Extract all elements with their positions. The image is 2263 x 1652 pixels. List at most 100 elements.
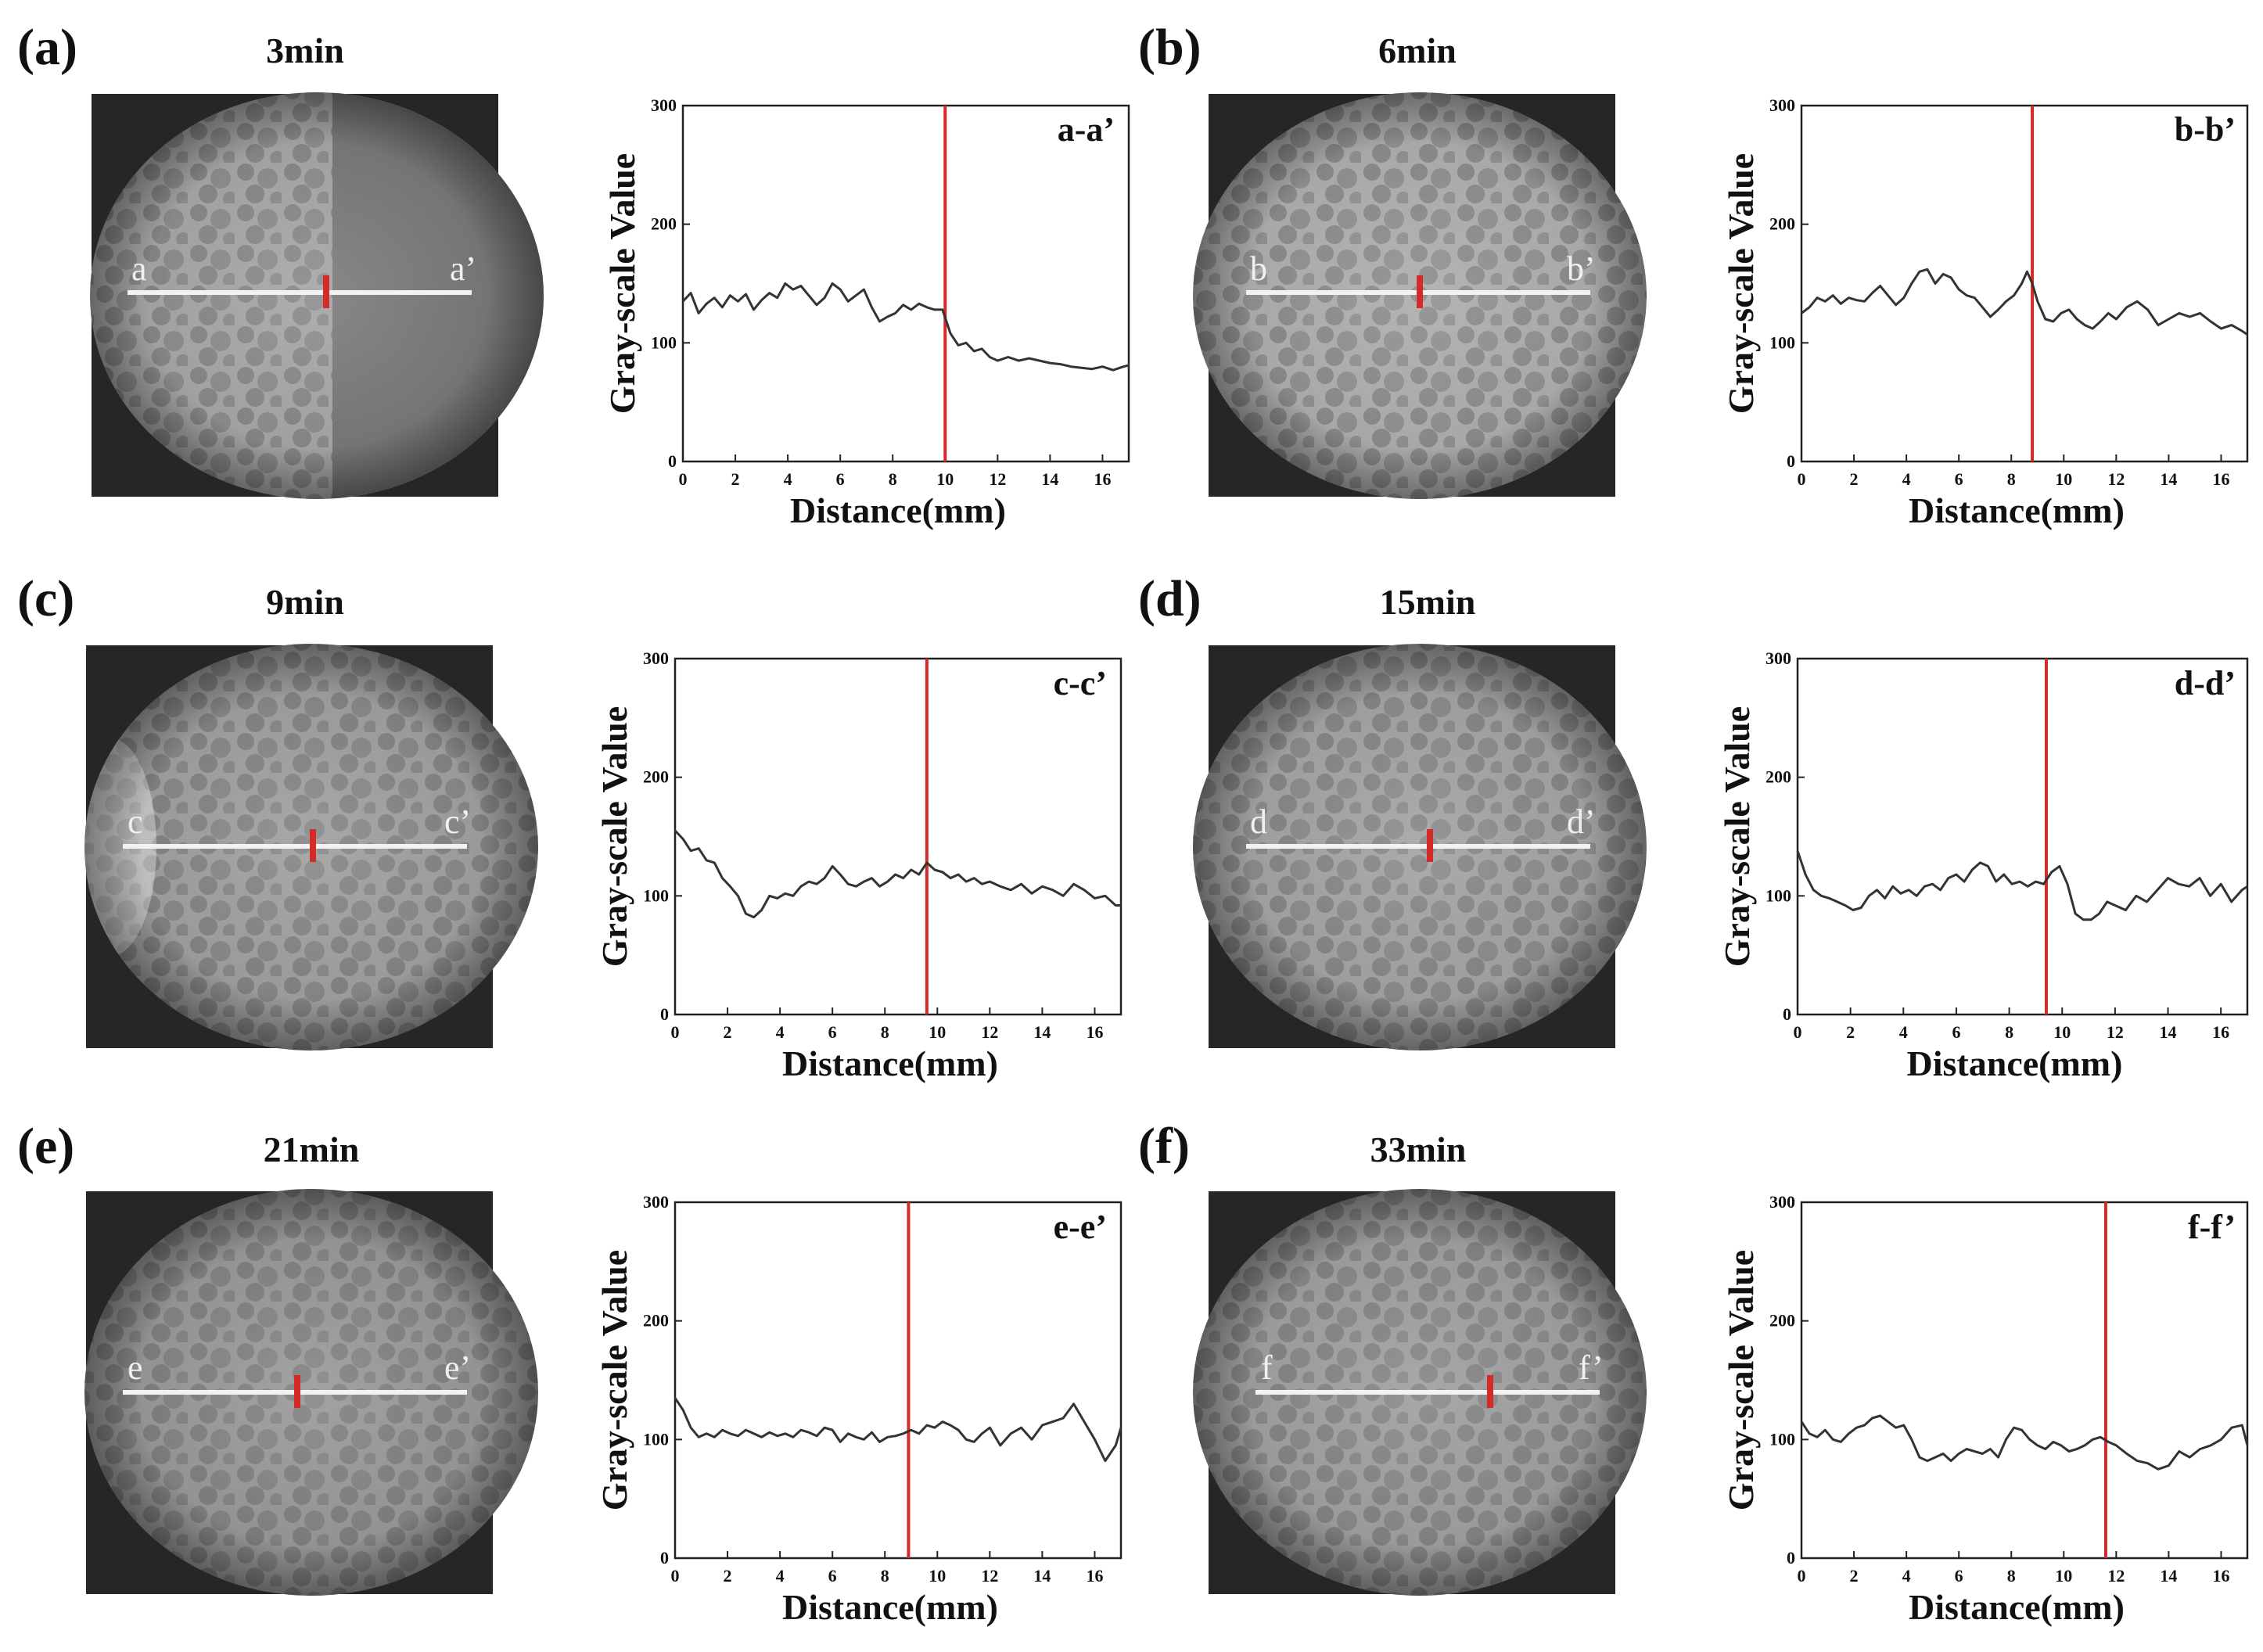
x-tick-label: 14 xyxy=(2160,1022,2177,1042)
x-tick-label: 4 xyxy=(784,469,792,489)
x-tick-label: 16 xyxy=(2212,469,2229,489)
panel-time: 15min xyxy=(1380,582,1476,622)
x-tick-label: 4 xyxy=(776,1566,785,1586)
x-tick-label: 12 xyxy=(981,1022,998,1042)
y-tick-label: 100 xyxy=(1769,1429,1795,1449)
x-tick-label: 12 xyxy=(2107,1022,2124,1042)
chart-title: b-b’ xyxy=(2175,110,2236,149)
chart-title: f-f’ xyxy=(2188,1208,2236,1246)
x-tick-label: 2 xyxy=(1850,1566,1859,1586)
x-tick-label: 12 xyxy=(2107,1566,2125,1586)
x-tick-label: 16 xyxy=(1086,1022,1103,1042)
x-tick-label: 14 xyxy=(2160,1566,2177,1586)
y-axis-label: Gray-scale Value xyxy=(594,1250,634,1510)
x-tick-label: 0 xyxy=(1798,1566,1806,1586)
x-tick-label: 14 xyxy=(1033,1566,1051,1586)
x-tick-label: 0 xyxy=(671,1566,680,1586)
x-tick-label: 14 xyxy=(2160,469,2177,489)
micrograph: b b’ xyxy=(1193,92,1647,499)
panel-label: (d) xyxy=(1138,570,1202,627)
x-tick-label: 8 xyxy=(2007,469,2016,489)
plot-frame xyxy=(674,657,1123,1016)
chart-c: c-c’ 0 2 4 6 8 10 12 14 16 0 100 200 300 Distance(mm)… xyxy=(594,648,1123,1083)
gray-profile-line xyxy=(1796,850,2248,921)
y-tick-label: 200 xyxy=(1769,1311,1795,1331)
x-tick-label: 4 xyxy=(1902,469,1911,489)
y-tick-label: 100 xyxy=(643,885,669,905)
plot-frame xyxy=(1800,1201,2249,1560)
gray-profile-line xyxy=(1800,1414,2249,1471)
y-tick-label: 100 xyxy=(651,332,677,352)
x-tick-label: 16 xyxy=(2212,1566,2229,1586)
x-tick-label: 4 xyxy=(776,1022,785,1042)
x-tick-label: 6 xyxy=(1955,469,1963,489)
panel-b: (b) 6min b b’ b-b’ 0 2 4 6 8 10 12 14 16 0 100 200 3… xyxy=(1138,19,2249,530)
y-axis-label: Gray-scale Value xyxy=(1721,1250,1761,1510)
x-tick-label: 12 xyxy=(2107,469,2125,489)
x-tick-label: 0 xyxy=(1798,469,1806,489)
panel-label: (e) xyxy=(17,1118,74,1175)
plot-frame xyxy=(674,1201,1123,1560)
panel-label: (f) xyxy=(1138,1118,1190,1175)
x-tick-label: 2 xyxy=(724,1566,732,1586)
section-start-label: d xyxy=(1250,803,1267,841)
y-axis-label: Gray-scale Value xyxy=(594,706,634,967)
x-tick-label: 2 xyxy=(731,469,740,489)
plot-frame xyxy=(1800,104,2249,463)
y-tick-label: 0 xyxy=(660,1004,669,1024)
gray-profile-line xyxy=(681,282,1130,372)
y-axis-label: Gray-scale Value xyxy=(602,153,642,414)
x-tick-label: 8 xyxy=(881,1566,889,1586)
section-end-label: d’ xyxy=(1567,803,1596,841)
panel-c: (c) 9min c c’ c-c’ 0 2 4 6 8 10 12 14 16 0 100 200 3… xyxy=(17,570,1123,1083)
section-end-label: b’ xyxy=(1567,250,1596,288)
micrograph: c c’ xyxy=(84,644,538,1050)
panel-d: (d) 15min d d’ d-d’ 0 2 4 6 8 10 12 14 16 0 100 200… xyxy=(1138,570,2249,1083)
y-tick-label: 100 xyxy=(1769,332,1795,352)
chart-f: f-f’ 0 2 4 6 8 10 12 14 16 0 100 200 300 Distance(mm)… xyxy=(1721,1192,2249,1627)
panel-label: (b) xyxy=(1138,19,1202,76)
section-start-label: a xyxy=(131,250,147,288)
panel-time: 9min xyxy=(266,582,344,622)
y-tick-label: 100 xyxy=(1765,885,1791,905)
y-tick-label: 200 xyxy=(643,1311,669,1331)
x-tick-label: 16 xyxy=(1094,469,1111,489)
x-axis-label: Distance(mm) xyxy=(1909,490,2125,530)
chart-d: d-d’ 0 2 4 6 8 10 12 14 16 0 100 200 300 Distance(mm)… xyxy=(1717,648,2249,1083)
x-tick-label: 12 xyxy=(989,469,1006,489)
y-axis-label: Gray-scale Value xyxy=(1721,153,1761,414)
x-tick-label: 0 xyxy=(671,1022,680,1042)
x-tick-label: 0 xyxy=(1794,1022,1802,1042)
y-tick-label: 200 xyxy=(643,767,669,787)
x-tick-label: 12 xyxy=(981,1566,998,1586)
x-tick-label: 14 xyxy=(1041,469,1058,489)
chart-b: b-b’ 0 2 4 6 8 10 12 14 16 0 100 200 300 Distance(mm)… xyxy=(1721,95,2249,530)
x-tick-label: 10 xyxy=(2053,1022,2071,1042)
x-tick-label: 8 xyxy=(2005,1022,2013,1042)
plot-frame xyxy=(681,104,1130,463)
section-start-label: b xyxy=(1250,250,1267,288)
section-start-label: c xyxy=(128,803,143,841)
y-tick-label: 100 xyxy=(643,1429,669,1449)
panel-time: 3min xyxy=(266,31,344,70)
x-tick-label: 2 xyxy=(1846,1022,1855,1042)
y-tick-label: 300 xyxy=(1765,648,1791,668)
panel-e: (e) 21min e e’ e-e’ 0 2 4 6 8 10 12 14 16 0 100 200… xyxy=(17,1118,1123,1627)
y-tick-label: 300 xyxy=(1769,95,1795,115)
chart-title: c-c’ xyxy=(1054,664,1107,702)
x-tick-label: 8 xyxy=(889,469,897,489)
chart-title: e-e’ xyxy=(1054,1208,1107,1246)
y-tick-label: 0 xyxy=(660,1548,669,1568)
x-tick-label: 10 xyxy=(929,1566,946,1586)
micrograph: e e’ xyxy=(84,1189,538,1596)
panel-label: (a) xyxy=(17,19,77,76)
x-tick-label: 8 xyxy=(881,1022,889,1042)
x-tick-label: 10 xyxy=(929,1022,946,1042)
chart-title: d-d’ xyxy=(2175,664,2236,702)
y-tick-label: 300 xyxy=(1769,1192,1795,1212)
x-tick-label: 2 xyxy=(1850,469,1859,489)
x-tick-label: 14 xyxy=(1033,1022,1051,1042)
chart-title: a-a’ xyxy=(1058,110,1115,149)
micrograph: a a’ xyxy=(90,92,544,499)
x-axis-label: Distance(mm) xyxy=(1909,1587,2125,1627)
